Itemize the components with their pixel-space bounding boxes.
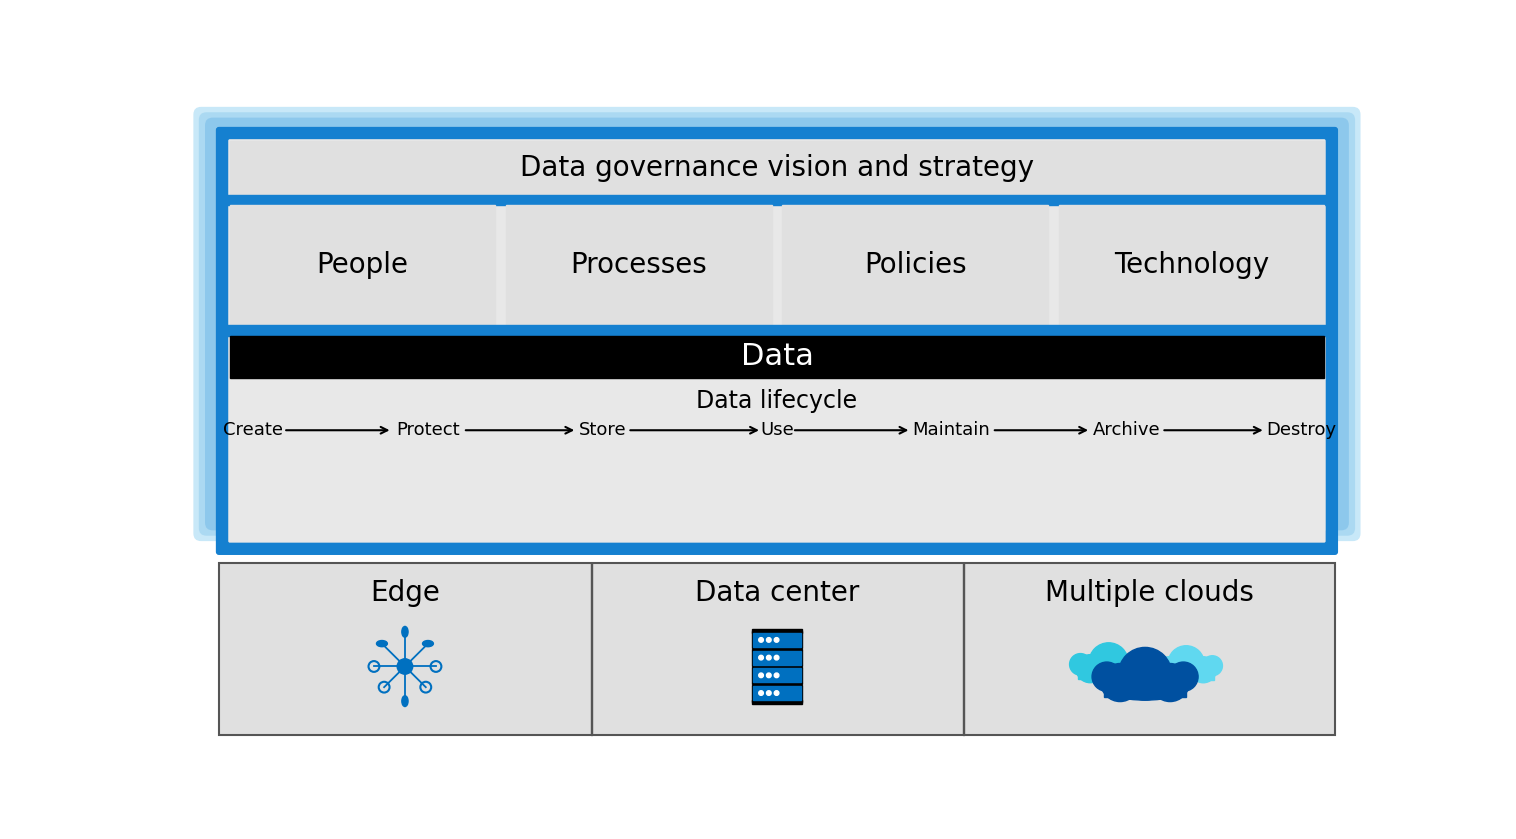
Text: Use: Use bbox=[760, 421, 794, 440]
Bar bbox=[230, 336, 1323, 378]
Bar bbox=[752, 649, 802, 666]
Text: Data governance vision and strategy: Data governance vision and strategy bbox=[520, 154, 1034, 182]
Bar bbox=[753, 651, 800, 664]
Circle shape bbox=[775, 655, 779, 660]
Ellipse shape bbox=[423, 640, 434, 647]
Text: Maintain: Maintain bbox=[913, 421, 990, 440]
Bar bbox=[1104, 674, 1187, 697]
Text: Destroy: Destroy bbox=[1266, 421, 1336, 440]
Bar bbox=[506, 206, 772, 325]
Circle shape bbox=[767, 673, 772, 678]
Ellipse shape bbox=[402, 627, 408, 637]
Circle shape bbox=[1149, 656, 1170, 675]
Bar bbox=[230, 206, 496, 325]
Bar bbox=[752, 632, 802, 649]
Text: Edge: Edge bbox=[370, 579, 440, 607]
Circle shape bbox=[1119, 648, 1172, 700]
Circle shape bbox=[1113, 654, 1142, 683]
Circle shape bbox=[1169, 662, 1198, 691]
Circle shape bbox=[1155, 657, 1182, 683]
Circle shape bbox=[1151, 664, 1189, 701]
Bar bbox=[1158, 664, 1214, 680]
Bar bbox=[218, 564, 1336, 735]
Ellipse shape bbox=[1078, 664, 1139, 681]
Text: Technology: Technology bbox=[1114, 251, 1269, 279]
Circle shape bbox=[1076, 654, 1104, 683]
Text: Data: Data bbox=[740, 342, 814, 371]
Circle shape bbox=[758, 638, 764, 642]
Circle shape bbox=[1101, 664, 1139, 701]
Circle shape bbox=[1088, 643, 1128, 681]
Circle shape bbox=[1070, 654, 1092, 675]
Bar bbox=[752, 667, 802, 684]
Bar bbox=[1058, 206, 1323, 325]
Bar bbox=[218, 195, 1336, 206]
Text: Create: Create bbox=[223, 421, 283, 440]
Bar bbox=[752, 685, 802, 701]
Circle shape bbox=[775, 690, 779, 696]
FancyBboxPatch shape bbox=[215, 127, 1339, 555]
FancyBboxPatch shape bbox=[194, 107, 1360, 541]
Ellipse shape bbox=[1104, 677, 1187, 700]
FancyBboxPatch shape bbox=[199, 112, 1355, 536]
Circle shape bbox=[758, 655, 764, 660]
Bar bbox=[782, 206, 1048, 325]
Bar bbox=[753, 633, 800, 647]
Bar bbox=[752, 700, 802, 704]
Text: Processes: Processes bbox=[570, 251, 706, 279]
Circle shape bbox=[758, 690, 764, 696]
Text: Protect: Protect bbox=[396, 421, 459, 440]
Ellipse shape bbox=[1158, 666, 1214, 682]
Circle shape bbox=[767, 638, 772, 642]
Bar bbox=[752, 629, 802, 633]
Circle shape bbox=[1092, 662, 1122, 691]
Bar bbox=[1078, 662, 1139, 680]
Text: People: People bbox=[317, 251, 408, 279]
Circle shape bbox=[1126, 654, 1148, 675]
Circle shape bbox=[767, 655, 772, 660]
Ellipse shape bbox=[402, 696, 408, 706]
Circle shape bbox=[1202, 656, 1222, 675]
Ellipse shape bbox=[376, 640, 388, 647]
Circle shape bbox=[1190, 657, 1216, 683]
Text: Multiple clouds: Multiple clouds bbox=[1045, 579, 1254, 607]
Bar bbox=[753, 686, 800, 700]
Bar bbox=[218, 325, 1336, 336]
Bar bbox=[230, 141, 1323, 195]
Text: Archive: Archive bbox=[1093, 421, 1160, 440]
Bar bbox=[230, 336, 1323, 530]
Circle shape bbox=[767, 690, 772, 696]
Text: Policies: Policies bbox=[864, 251, 966, 279]
Text: Data lifecycle: Data lifecycle bbox=[696, 389, 858, 413]
FancyBboxPatch shape bbox=[205, 117, 1349, 530]
FancyBboxPatch shape bbox=[229, 139, 1325, 543]
Bar bbox=[753, 669, 800, 682]
Circle shape bbox=[1167, 646, 1204, 682]
Circle shape bbox=[775, 638, 779, 642]
Text: Data center: Data center bbox=[694, 579, 860, 607]
Circle shape bbox=[775, 673, 779, 678]
Circle shape bbox=[397, 659, 412, 675]
Text: Store: Store bbox=[579, 421, 626, 440]
Circle shape bbox=[758, 673, 764, 678]
